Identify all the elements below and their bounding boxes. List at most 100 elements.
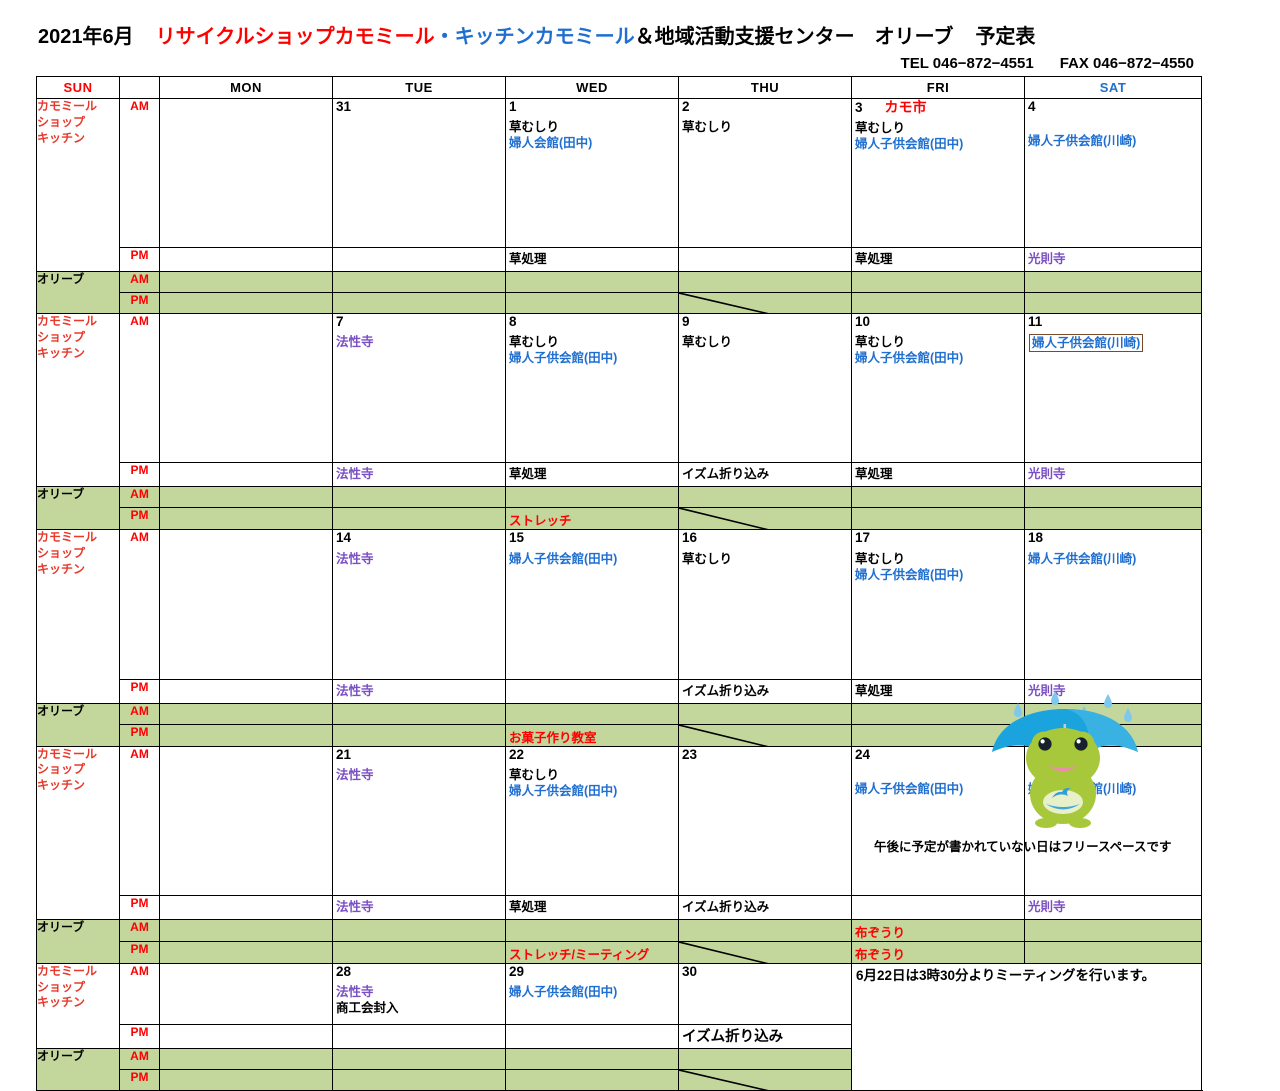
olive-cell-am xyxy=(159,702,333,725)
event-list: 草むしり 婦人子供会館(田中) xyxy=(853,115,1024,152)
olive-cell-pm xyxy=(332,292,506,315)
row-label-kamomile: カモミール ショップ キッチン xyxy=(36,962,120,1049)
event-item: 草むしり xyxy=(682,120,733,135)
event-list: 草むしり 婦人会館(田中) xyxy=(507,114,678,151)
row-label-line-1: カモミール xyxy=(37,530,98,545)
day-cell-pm: イズム折り込み xyxy=(678,894,852,920)
event-item-pm: イズム折り込み xyxy=(682,1028,784,1045)
day-number: 7 xyxy=(336,314,344,330)
row-label-line-3: キッチン xyxy=(37,130,86,145)
event-item: 婦人子供会館(田中) xyxy=(509,783,618,798)
day-number: 9 xyxy=(682,314,690,330)
title-doc-type: 予定表 xyxy=(975,26,1036,48)
day-cell-sun xyxy=(159,745,333,896)
day-number: 17 xyxy=(855,530,871,546)
day-cell-sun xyxy=(159,529,333,680)
olive-cell-am xyxy=(851,486,1025,509)
day-number: 22 xyxy=(509,746,525,762)
ampm-label-am: AM xyxy=(119,918,160,942)
ampm-label-pm: PM xyxy=(119,1023,160,1049)
olive-cell-am xyxy=(1024,918,1202,942)
olive-cell-am xyxy=(678,1047,852,1070)
ampm-label-am: AM xyxy=(119,97,160,249)
ampm-label-am: AM xyxy=(119,1047,160,1070)
row-label-kamomile: カモミール ショップ キッチン xyxy=(36,313,120,488)
day-cell: 18 婦人子供会館(川崎) xyxy=(1024,529,1202,680)
schedule-body: SUN MON TUE WED THU FRI SAT カモミール ショップ キッチン AM 31 1 草… xyxy=(36,76,1202,1091)
olive-pm-row: PM xyxy=(37,292,1202,315)
olive-cell-pm: ストレッチ/ミーティング xyxy=(505,940,679,964)
row-label-kamomile: カモミール ショップ キッチン xyxy=(36,97,120,273)
row-label-line-1: カモミール xyxy=(37,99,98,113)
day-number: 1 xyxy=(509,99,517,114)
day-cell-pm xyxy=(678,247,852,273)
day-cell-pm: 草処理 xyxy=(851,247,1025,273)
row-label-line-3: キッチン xyxy=(37,995,86,1010)
day-cell-pm: 草処理 xyxy=(505,247,679,273)
day-number: 23 xyxy=(682,746,698,762)
day-cell-sun xyxy=(159,313,333,464)
event-item: 婦人子供会館(田中) xyxy=(855,781,964,796)
event-list: 草むしり xyxy=(680,114,851,135)
event-list: 婦人子供会館(川崎) xyxy=(1026,114,1201,149)
event-list: 婦人子供会館(田中) xyxy=(507,546,678,567)
event-list xyxy=(680,979,851,984)
olive-cell-pm xyxy=(332,940,506,964)
olive-cell-am: 布ぞうり xyxy=(851,918,1025,942)
ampm-label-am: AM xyxy=(119,745,160,896)
col-header-sun: SUN xyxy=(36,76,120,99)
day-cell: 30 xyxy=(678,962,852,1025)
col-header-ampm xyxy=(119,76,160,99)
event-item: 法性寺 xyxy=(336,335,374,350)
col-header-thu: THU xyxy=(678,76,852,99)
day-cell: 4 婦人子供会館(川崎) xyxy=(1024,97,1202,249)
day-cell-pm: 草処理 xyxy=(851,462,1025,488)
kamomile-pm-row: PM 法性寺 草処理 イズム折り込み 草処理 光則寺 xyxy=(37,462,1202,488)
event-item-pm: 光則寺 xyxy=(1028,899,1066,914)
day-cell: 8 草むしり 婦人子供会館(田中) xyxy=(505,313,679,464)
event-item: 婦人子供会館(田中) xyxy=(855,137,964,152)
olive-am-row: オリーブ AM xyxy=(36,702,1202,747)
row-label-olive: オリーブ xyxy=(36,1047,120,1091)
row-label-line-2: ショップ xyxy=(37,762,86,777)
event-item: 法性寺 xyxy=(336,984,374,999)
kamomile-am-row: カモミール ショップ キッチン AM 31 1 草むしり 婦人会館(田中) 2 草むしり 3 カモ市草… xyxy=(36,97,1202,273)
event-item: 婦人子供会館(川崎) xyxy=(1026,334,1201,353)
col-header-tue: TUE xyxy=(332,76,506,99)
contact-info: TEL 046−872−4551 FAX 046−872−4550 xyxy=(901,55,1194,72)
kamomile-am-row-last: カモミール ショップ キッチン AM 28 法性寺 商工会封入 29 婦人子供会館(田中) 30 6… xyxy=(36,962,1202,1091)
olive-cell-pm xyxy=(678,1068,852,1091)
row-label-line-3: キッチン xyxy=(37,778,86,793)
olive-cell-am xyxy=(159,918,333,942)
day-cell: 31 xyxy=(332,97,506,249)
col-header-sat: SAT xyxy=(1024,76,1202,99)
event-item-pm: 草処理 xyxy=(509,467,547,482)
olive-event-pm: ストレッチ xyxy=(509,514,572,529)
event-item-pm: 法性寺 xyxy=(336,683,374,698)
event-item: 法性寺 xyxy=(336,767,374,782)
event-item-pm: 草処理 xyxy=(509,899,547,914)
ampm-label-pm: PM xyxy=(119,894,160,920)
kamomile-am-row: カモミール ショップ キッチン AM 21 法性寺 22 草むしり 婦人子供会館(田中) 23 24… xyxy=(36,745,1202,920)
day-cell: 15 婦人子供会館(田中) xyxy=(505,529,679,680)
event-item: 婦人子供会館(田中) xyxy=(509,984,618,999)
day-cell-pm xyxy=(159,678,333,704)
day-number: 29 xyxy=(509,963,525,979)
row-label-olive: オリーブ xyxy=(36,918,120,964)
row-label-kamomile: カモミール ショップ キッチン xyxy=(36,745,120,920)
ampm-label-am: AM xyxy=(119,962,160,1025)
olive-cell-am xyxy=(332,1047,506,1070)
event-list: 草むしり xyxy=(680,546,851,567)
title-org-kitchen: キッチンカモミール xyxy=(454,26,635,48)
day-cell: 29 婦人子供会館(田中) xyxy=(505,962,679,1025)
ampm-label-am: AM xyxy=(119,529,160,680)
ampm-label-pm: PM xyxy=(119,507,160,531)
day-cell: 22 草むしり 婦人子供会館(田中) xyxy=(505,745,679,896)
ampm-label-pm: PM xyxy=(119,247,160,273)
day-cell-pm xyxy=(505,678,679,704)
kamomile-pm-row: PM 法性寺 草処理 イズム折り込み 光則寺 xyxy=(37,894,1202,920)
title-org-recycle: リサイクルショップカモミール xyxy=(155,26,435,48)
olive-cell-pm: 布ぞうり xyxy=(851,940,1025,964)
day-number: 3 カモ市 xyxy=(855,99,927,115)
day-cell-pm: 草処理 xyxy=(505,894,679,920)
